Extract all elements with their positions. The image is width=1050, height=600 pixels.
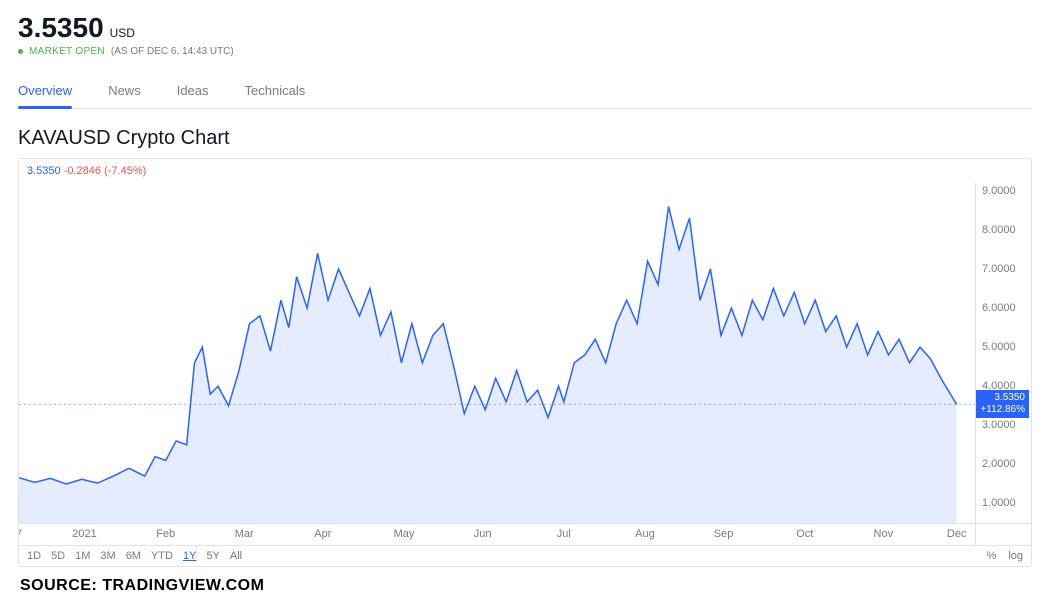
chart-title: KAVAUSD Crypto Chart <box>18 127 1032 150</box>
range-6m[interactable]: 6M <box>126 550 141 562</box>
market-status-label: MARKET OPEN <box>29 46 105 57</box>
tab-ideas[interactable]: Ideas <box>177 75 209 108</box>
x-tick: Jun <box>474 528 492 540</box>
market-status-row: MARKET OPEN (AS OF DEC 6, 14:43 UTC) <box>18 46 1032 57</box>
y-tick: 9.0000 <box>982 185 1016 197</box>
x-tick: Feb <box>156 528 175 540</box>
x-tick: Oct <box>796 528 813 540</box>
range-3m[interactable]: 3M <box>100 550 115 562</box>
x-tick: 2021 <box>72 528 96 540</box>
y-tick: 2.0000 <box>982 458 1016 470</box>
range-ytd[interactable]: YTD <box>151 550 173 562</box>
y-tick: 7.0000 <box>982 263 1016 275</box>
plot-area[interactable] <box>19 183 975 523</box>
currency-label: USD <box>110 26 135 40</box>
hover-change: -0.2846 (-7.45%) <box>64 165 147 177</box>
range-all[interactable]: All <box>230 550 242 562</box>
chart-hover-info: 3.5350 -0.2846 (-7.45%) <box>19 159 1031 183</box>
x-tick: Nov <box>874 528 894 540</box>
asof-label: (AS OF DEC 6, 14:43 UTC) <box>111 46 234 57</box>
chart-body[interactable]: 1.00002.00003.00004.00005.00006.00007.00… <box>19 183 1031 523</box>
y-tick: 1.0000 <box>982 497 1016 509</box>
x-tick: Aug <box>635 528 655 540</box>
source-attribution: SOURCE: TRADINGVIEW.COM <box>18 577 1032 595</box>
range-selector-row: 1D 5D 1M 3M 6M YTD 1Y 5Y All % log <box>19 545 1031 566</box>
range-5y[interactable]: 5Y <box>206 550 219 562</box>
x-tick: Sep <box>714 528 734 540</box>
scale-buttons: % log <box>987 550 1023 562</box>
scale-%[interactable]: % <box>987 550 997 562</box>
y-tick: 5.0000 <box>982 341 1016 353</box>
x-tick: 7 <box>18 528 22 540</box>
y-axis: 1.00002.00003.00004.00005.00006.00007.00… <box>975 183 1031 523</box>
x-tick: Jul <box>557 528 571 540</box>
x-tick: Dec <box>947 528 967 540</box>
status-dot-icon <box>18 49 23 54</box>
hover-price: 3.5350 <box>27 165 61 177</box>
current-price-tag: 3.5350+112.86% <box>976 390 1029 418</box>
range-buttons: 1D 5D 1M 3M 6M YTD 1Y 5Y All <box>27 550 242 562</box>
tab-technicals[interactable]: Technicals <box>245 75 306 108</box>
tab-news[interactable]: News <box>108 75 141 108</box>
x-tick: Mar <box>235 528 254 540</box>
range-1m[interactable]: 1M <box>75 550 90 562</box>
range-1d[interactable]: 1D <box>27 550 41 562</box>
x-axis: 7 2021 Feb Mar Apr May Jun Jul Aug Sep Oct Nov Dec <box>19 523 1031 545</box>
range-5d[interactable]: 5D <box>51 550 65 562</box>
tab-bar: Overview News Ideas Technicals <box>18 75 1032 109</box>
chart-container: 3.5350 -0.2846 (-7.45%) 1.0000 2.0000 3.00… <box>18 158 1032 567</box>
scale-log[interactable]: log <box>1008 550 1023 562</box>
price-header: 3.5350 USD <box>18 12 1032 44</box>
tab-overview[interactable]: Overview <box>18 75 72 108</box>
y-tick: 6.0000 <box>982 302 1016 314</box>
x-tick: Apr <box>314 528 331 540</box>
x-tick: May <box>394 528 415 540</box>
range-1y[interactable]: 1Y <box>183 550 196 562</box>
y-tick: 8.0000 <box>982 224 1016 236</box>
y-tick: 3.0000 <box>982 419 1016 431</box>
price-value: 3.5350 <box>18 12 104 44</box>
